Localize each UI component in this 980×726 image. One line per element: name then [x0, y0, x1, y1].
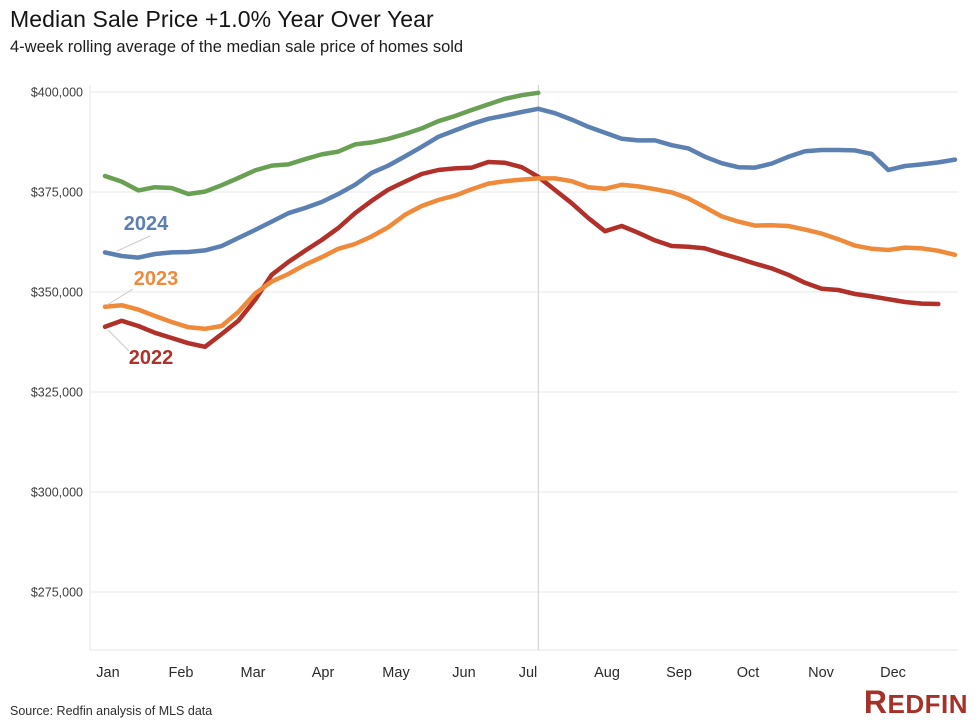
- chart-subtitle: 4-week rolling average of the median sal…: [10, 38, 464, 56]
- chart-title: Median Sale Price +1.0% Year Over Year: [10, 6, 434, 32]
- x-axis-tick-label: Jul: [519, 665, 538, 681]
- chart-header: Median Sale Price +1.0% Year Over Year 4…: [10, 6, 463, 57]
- x-axis-tick-label: Mar: [241, 665, 266, 681]
- x-axis-tick-label: Nov: [808, 665, 835, 681]
- x-axis-tick-label: Oct: [737, 665, 760, 681]
- source-note: Source: Redfin analysis of MLS data: [10, 704, 213, 718]
- x-axis-tick-label: Sep: [666, 665, 692, 681]
- x-axis-tick-label: Dec: [880, 665, 906, 681]
- series-line-2024: [102, 106, 958, 260]
- y-axis-tick-label: $275,000: [31, 586, 83, 600]
- series-label-2023: 2023: [134, 268, 179, 290]
- y-axis-tick-label: $400,000: [31, 86, 83, 100]
- x-axis-tick-label: Feb: [169, 665, 194, 681]
- y-axis-tick-label: $350,000: [31, 286, 83, 300]
- x-axis-tick-label: Jan: [96, 665, 119, 681]
- y-axis-tick-label: $375,000: [31, 186, 83, 200]
- x-axis-tick-label: Aug: [594, 665, 620, 681]
- x-axis-tick-label: Apr: [312, 665, 335, 681]
- y-axis-tick-label: $325,000: [31, 386, 83, 400]
- redfin-logo: REDFIN: [863, 684, 968, 720]
- x-axis-tick-label: May: [382, 665, 410, 681]
- series-label-leader-2022: [107, 329, 130, 352]
- series-line-2022: [102, 159, 941, 350]
- chart-footer: Source: Redfin analysis of MLS data REDF…: [0, 686, 980, 718]
- series-line-2023: [102, 176, 958, 332]
- x-axis-tick-label: Jun: [452, 665, 475, 681]
- median-sale-price-line-chart: $400,000 $375,000 $350,000 $325,000 $300,000…: [31, 85, 958, 681]
- y-axis-tick-label: $300,000: [31, 486, 83, 500]
- series-label-leader-2023: [106, 288, 134, 306]
- series-line-2025: [102, 90, 541, 197]
- series-label-2022: 2022: [129, 347, 174, 369]
- series-label-2024: 2024: [124, 213, 169, 235]
- series-label-leader-2024: [116, 235, 151, 252]
